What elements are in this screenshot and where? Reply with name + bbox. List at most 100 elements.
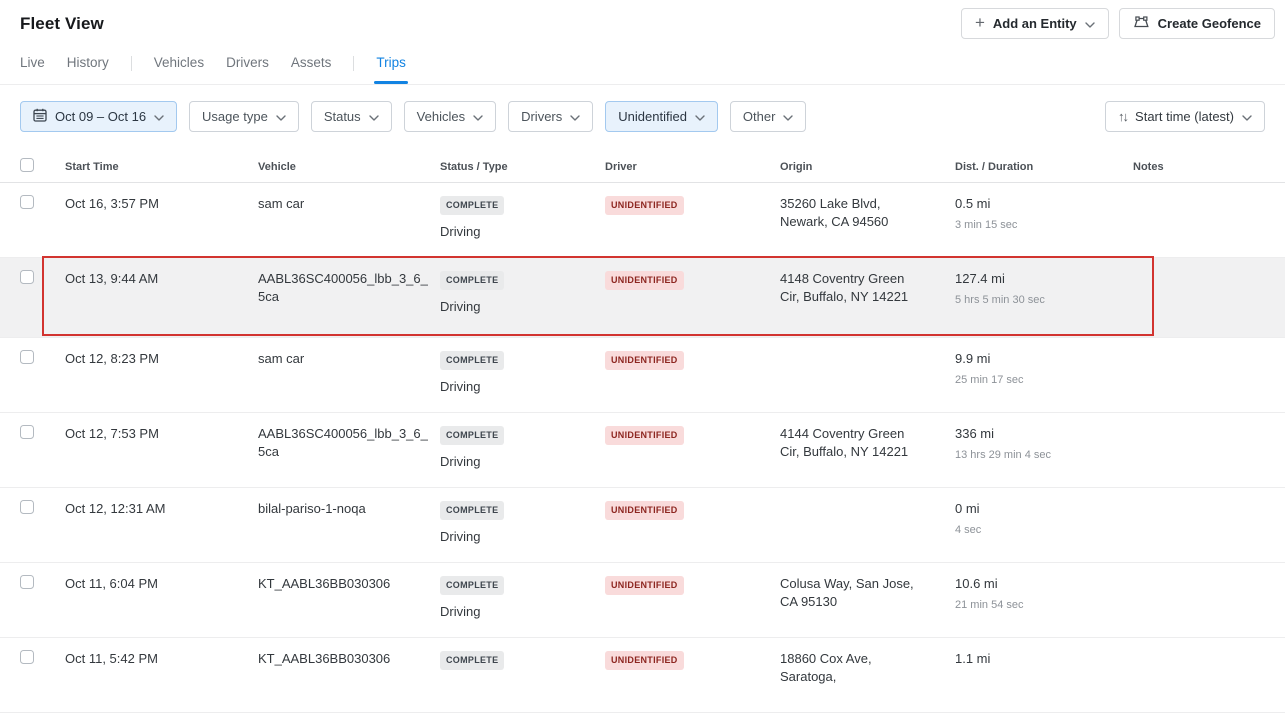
filter-label: Vehicles [416, 109, 466, 124]
plus-icon: + [974, 13, 985, 32]
trip-type-label: Driving [440, 298, 481, 314]
dist-duration-cell: 336 mi 13 hrs 29 min 4 sec [955, 425, 1133, 464]
status-badge: COMPLETE [440, 196, 505, 215]
tab-bar: Live History Vehicles Drivers Assets Tri… [0, 55, 1285, 85]
vehicle-cell: sam car [258, 351, 305, 366]
duration-value: 4 sec [955, 524, 982, 537]
status-type-cell: COMPLETE Driving [440, 425, 605, 471]
add-entity-button[interactable]: + Add an Entity [960, 8, 1109, 39]
page-title: Fleet View [20, 14, 104, 33]
status-type-cell: COMPLETE Driving [440, 195, 605, 241]
driver-cell: UNIDENTIFIED [605, 575, 780, 595]
chevron-down-icon [1084, 16, 1095, 31]
column-header-notes: Notes [1133, 161, 1164, 173]
distance-value: 1.1 mi [955, 651, 991, 666]
filter-dropdown[interactable]: Vehicles [403, 101, 497, 132]
origin-cell: 4148 Coventry Green Cir, Buffalo, NY 142… [780, 271, 909, 305]
row-checkbox[interactable] [20, 575, 34, 589]
table-row[interactable]: Oct 13, 9:44 AM AABL36SC400056_lbb_3_6_5… [0, 258, 1285, 338]
vehicle-cell: bilal-pariso-1-noqa [258, 501, 366, 516]
tab[interactable]: Drivers [226, 55, 269, 84]
driver-badge: UNIDENTIFIED [605, 651, 684, 670]
table-row[interactable]: Oct 12, 12:31 AM bilal-pariso-1-noqa COM… [0, 488, 1285, 563]
filter-label: Status [323, 109, 361, 124]
row-checkbox[interactable] [20, 500, 34, 514]
tab-divider [130, 56, 132, 71]
tab-label: Vehicles [153, 55, 205, 70]
sort-arrows-icon: ↑↓ [1118, 109, 1129, 124]
trip-type-label: Driving [440, 453, 481, 469]
filter-dropdown[interactable]: Unidentified [605, 101, 718, 132]
table-row[interactable]: Oct 12, 7:53 PM AABL36SC400056_lbb_3_6_5… [0, 413, 1285, 488]
tab-label: Drivers [226, 55, 269, 70]
filter-dropdown[interactable]: Usage type [189, 101, 299, 132]
table-row[interactable]: Oct 11, 5:42 PM KT_AABL36BB030306 COMPLE… [0, 638, 1285, 713]
distance-value: 336 mi [955, 426, 995, 441]
row-checkbox[interactable] [20, 425, 34, 439]
start-time-cell: Oct 16, 3:57 PM [65, 196, 159, 211]
distance-value: 0.5 mi [955, 196, 991, 211]
duration-value: 13 hrs 29 min 4 sec [955, 449, 1051, 462]
start-time-cell: Oct 12, 12:31 AM [65, 501, 166, 516]
calendar-icon [33, 108, 47, 125]
status-type-cell: COMPLETE Driving [440, 575, 605, 621]
chevron-down-icon [783, 109, 794, 124]
start-time-cell: Oct 13, 9:44 AM [65, 271, 159, 286]
dist-duration-cell: 1.1 mi [955, 650, 1133, 668]
vehicle-cell: KT_AABL36BB030306 [258, 651, 391, 666]
table-row[interactable]: Oct 11, 6:04 PM KT_AABL36BB030306 COMPLE… [0, 563, 1285, 638]
filter-bar: Oct 09 – Oct 16 Usage type [0, 101, 1285, 132]
chevron-down-icon [1242, 109, 1252, 124]
tab[interactable]: Live [20, 55, 45, 84]
driver-cell: UNIDENTIFIED [605, 350, 780, 370]
tab[interactable]: Trips [374, 55, 408, 84]
status-badge: COMPLETE [440, 576, 505, 595]
filter-label: Other [742, 109, 776, 124]
select-all-checkbox[interactable] [20, 157, 34, 172]
page-header: Fleet View [0, 0, 1285, 34]
column-header-driver: Driver [605, 161, 637, 173]
sort-button[interactable]: ↑↓ Start time (latest) [1105, 101, 1265, 132]
driver-badge: UNIDENTIFIED [605, 426, 684, 445]
row-checkbox[interactable] [20, 195, 34, 209]
filter-dropdown[interactable]: Oct 09 – Oct 16 [20, 101, 178, 132]
tab[interactable]: History [67, 55, 109, 84]
tab-label: Assets [290, 55, 332, 70]
row-checkbox[interactable] [20, 270, 34, 284]
driver-cell: UNIDENTIFIED [605, 195, 780, 215]
duration-value: 5 hrs 5 min 30 sec [955, 294, 1045, 307]
column-header-status-type: Status / Type [440, 161, 508, 173]
tab-divider [353, 56, 355, 71]
chevron-down-icon [276, 109, 286, 124]
start-time-cell: Oct 11, 6:04 PM [65, 576, 158, 591]
origin-cell: 35260 Lake Blvd, Newark, CA 94560 [780, 196, 889, 230]
chevron-down-icon [473, 109, 483, 124]
trip-type-label: Driving [440, 223, 481, 239]
table-row[interactable]: Oct 16, 3:57 PM sam car COMPLETE Driving… [0, 183, 1285, 258]
tab-label: History [66, 55, 109, 70]
filter-dropdown[interactable]: Other [729, 101, 807, 132]
driver-badge: UNIDENTIFIED [605, 351, 684, 370]
origin-cell: Colusa Way, San Jose, CA 95130 [780, 576, 914, 610]
create-geofence-button[interactable]: Create Geofence [1118, 8, 1275, 39]
chevron-down-icon [154, 109, 164, 124]
dist-duration-cell: 127.4 mi 5 hrs 5 min 30 sec [955, 270, 1133, 309]
vehicle-cell: sam car [258, 196, 305, 211]
row-checkbox[interactable] [20, 350, 34, 364]
filter-dropdown[interactable]: Drivers [508, 101, 594, 132]
filter-dropdown[interactable]: Status [310, 101, 392, 132]
column-header-vehicle: Vehicle [258, 161, 296, 173]
chevron-down-icon [368, 109, 379, 124]
trip-type-label: Driving [440, 603, 481, 619]
sort-label: Start time (latest) [1135, 109, 1234, 124]
driver-cell: UNIDENTIFIED [605, 650, 780, 670]
vehicle-cell: AABL36SC400056_lbb_3_6_5ca [258, 426, 428, 460]
filter-label: Unidentified [618, 109, 687, 124]
tab[interactable]: Vehicles [154, 55, 204, 84]
table-row[interactable]: Oct 12, 8:23 PM sam car COMPLETE Driving… [0, 338, 1285, 413]
status-type-cell: COMPLETE Driving [440, 270, 605, 316]
driver-cell: UNIDENTIFIED [605, 500, 780, 520]
create-geofence-label: Create Geofence [1157, 16, 1261, 31]
tab[interactable]: Assets [291, 55, 332, 84]
dist-duration-cell: 0 mi 4 sec [955, 500, 1133, 539]
